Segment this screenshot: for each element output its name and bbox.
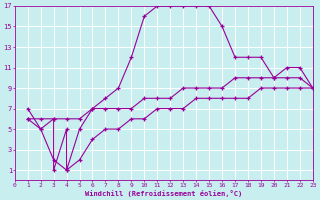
X-axis label: Windchill (Refroidissement éolien,°C): Windchill (Refroidissement éolien,°C) (85, 190, 242, 197)
